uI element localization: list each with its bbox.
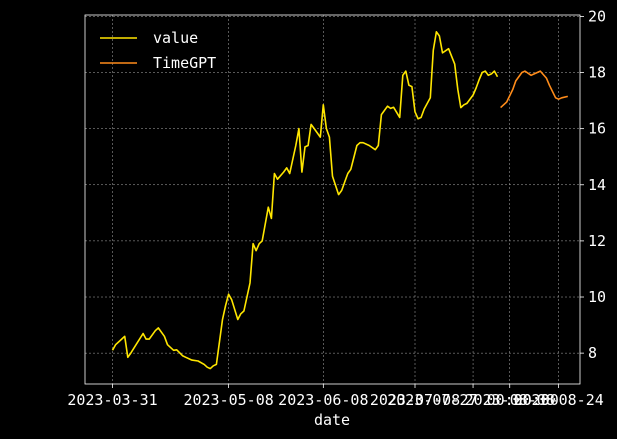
- plot-frame: [84, 14, 581, 385]
- x-tick-label: 2023-08-08: [465, 391, 555, 409]
- x-tick-label: 2023-08-24: [513, 391, 603, 409]
- y-tick-label: 8: [588, 344, 597, 362]
- x-axis-ticks: 2023-03-31 2023-05-08 2023-06-08 2023-07-08…: [67, 384, 604, 409]
- y-tick-label: 14: [588, 176, 606, 194]
- legend-label: value: [153, 29, 198, 47]
- y-tick-label: 16: [588, 120, 606, 138]
- legend: value TimeGPT: [100, 29, 216, 72]
- y-tick-label: 20: [588, 7, 606, 25]
- x-tick-label: 2023-06-08: [278, 391, 368, 409]
- x-tick-label: 2023-05-08: [183, 391, 273, 409]
- y-tick-label: 18: [588, 64, 606, 82]
- legend-label: TimeGPT: [153, 54, 216, 72]
- x-tick-label: 2023-03-31: [67, 391, 157, 409]
- x-tick-label: 2023-07-27 00:00:00: [387, 391, 559, 409]
- grid-lines: [85, 15, 580, 384]
- series-line-timegpt: [500, 70, 568, 109]
- y-tick-label: 10: [588, 288, 606, 306]
- x-tick-label: 2023-07-08: [370, 391, 460, 409]
- y-tick-label: 12: [588, 232, 606, 250]
- series-layer: [111, 30, 568, 370]
- x-axis-title: date: [314, 411, 350, 429]
- y-axis-ticks: 8 10 12 14 16 18 20: [580, 7, 606, 362]
- series-line-value: [111, 30, 499, 370]
